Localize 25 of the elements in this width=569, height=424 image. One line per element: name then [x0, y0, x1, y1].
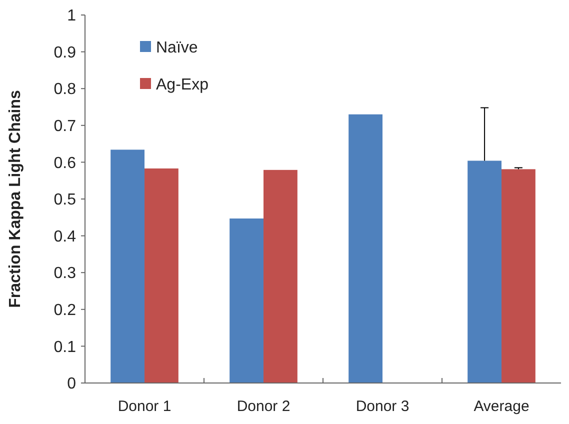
x-tick-label: Donor 2: [236, 398, 290, 415]
bar: [348, 114, 382, 383]
bar: [468, 160, 502, 383]
y-tick-label: 0.9: [54, 44, 76, 62]
y-tick-label: 0.8: [54, 81, 76, 98]
x-tick-label: Donor 1: [118, 398, 172, 415]
y-tick-label: 0.2: [54, 302, 76, 319]
bar: [144, 168, 178, 383]
legend-label: Naïve: [156, 40, 198, 57]
y-tick-label: 0.4: [54, 228, 76, 246]
y-tick-label: 0: [67, 376, 76, 393]
bar: [502, 169, 536, 383]
y-tick-label: 1: [67, 8, 76, 25]
bar: [110, 150, 144, 383]
y-tick-label: 0.1: [54, 338, 76, 356]
y-tick-label: 0.7: [54, 118, 76, 135]
y-tick-label: 0.6: [54, 154, 76, 172]
legend-label: Ag-Exp: [156, 76, 209, 94]
y-tick-label: 0.3: [54, 265, 76, 282]
y-tick-label: 0.5: [54, 192, 76, 209]
bar: [230, 218, 264, 383]
y-axis-title: Fraction Kappa Light Chains: [7, 90, 24, 308]
x-tick-label: Average: [474, 398, 530, 415]
bar: [264, 170, 298, 383]
x-tick-label: Donor 3: [356, 398, 410, 415]
